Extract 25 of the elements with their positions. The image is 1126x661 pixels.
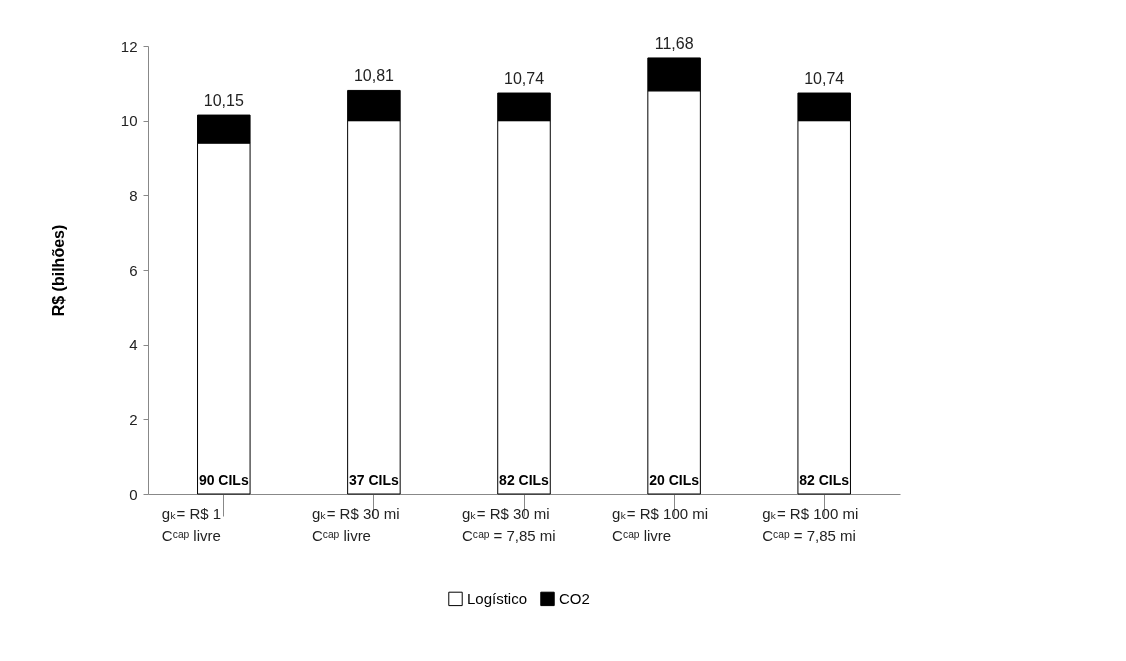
x-tick-label: gₖ= R$ 30 mi Cᶜᵃᵖ livre bbox=[311, 504, 400, 544]
annotation: 82 CILs bbox=[499, 472, 550, 488]
y-tick-label: 12 bbox=[120, 37, 138, 55]
annotation: 90 CILs bbox=[198, 472, 249, 488]
y-tick-label: 8 bbox=[129, 186, 138, 204]
total-label: 10,15 bbox=[203, 92, 244, 110]
total-label: 10,81 bbox=[353, 67, 395, 85]
y-tick-label: 10 bbox=[120, 112, 138, 130]
x-tick-label: gₖ= R$ 1 Cᶜᵃᵖ livre bbox=[161, 504, 222, 544]
annotation: 20 CILs bbox=[649, 472, 700, 488]
annotation: 82 CILs bbox=[799, 472, 850, 488]
y-tick-label: 4 bbox=[129, 336, 138, 354]
legend-label: Logístico bbox=[467, 589, 528, 607]
y-tick-label: 2 bbox=[129, 410, 138, 428]
x-tick-label: gₖ= R$ 30 mi Cᶜᵃᵖ = 7,85 mi bbox=[462, 504, 556, 544]
y-axis-title: R$ (bilhões) bbox=[49, 224, 67, 317]
y-tick-label: 6 bbox=[129, 261, 138, 279]
x-tick-label: gₖ= R$ 100 mi Cᶜᵃᵖ livre bbox=[612, 504, 709, 544]
total-label: 10,74 bbox=[804, 70, 845, 88]
legend-label: CO2 bbox=[559, 589, 590, 607]
x-tick-label: gₖ= R$ 100 mi Cᶜᵃᵖ = 7,85 mi bbox=[762, 504, 859, 544]
total-label: 10,74 bbox=[503, 70, 545, 88]
y-tick-label: 0 bbox=[129, 485, 138, 503]
annotation: 37 CILs bbox=[348, 472, 400, 488]
total-label: 11,68 bbox=[654, 34, 694, 52]
